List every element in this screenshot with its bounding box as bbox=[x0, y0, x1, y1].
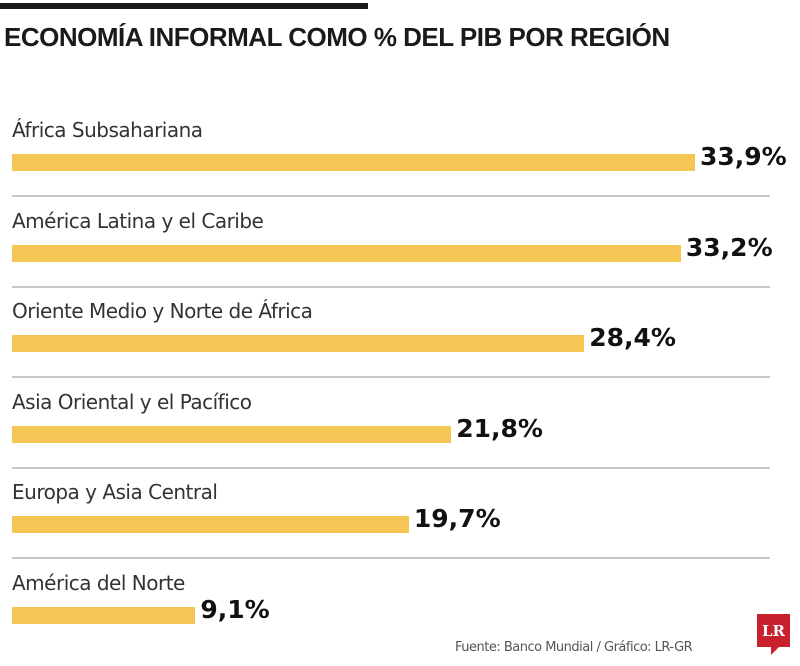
bar bbox=[12, 154, 695, 171]
category-label: África Subsahariana bbox=[12, 118, 203, 142]
bar-row: Europa y Asia Central 19,7% bbox=[0, 480, 800, 570]
title-rule bbox=[0, 3, 368, 9]
bar-row: Asia Oriental y el Pacífico 21,8% bbox=[0, 390, 800, 480]
bar bbox=[12, 516, 409, 533]
bar-row: América Latina y el Caribe 33,2% bbox=[0, 209, 800, 299]
row-divider bbox=[12, 466, 770, 469]
bar-row: América del Norte 9,1% bbox=[0, 571, 800, 661]
category-label: América Latina y el Caribe bbox=[12, 208, 264, 233]
row-divider bbox=[12, 557, 770, 559]
source-note: Fuente: Banco Mundial / Gráfico: LR-GR bbox=[455, 640, 693, 655]
bar-row: Oriente Medio y Norte de África 28,4% bbox=[0, 299, 800, 389]
value-label: 28,4% bbox=[589, 323, 676, 352]
bar bbox=[12, 244, 681, 262]
chart-title: ECONOMÍA INFORMAL COMO % DEL PIB POR REG… bbox=[4, 22, 670, 52]
bar-row: África Subsahariana 33,9% bbox=[0, 118, 800, 208]
category-label: Europa y Asia Central bbox=[12, 480, 218, 504]
lr-logo: LR bbox=[757, 614, 790, 655]
category-label: Oriente Medio y Norte de África bbox=[12, 299, 313, 323]
row-divider bbox=[12, 195, 770, 197]
value-label: 33,2% bbox=[685, 232, 773, 262]
bar bbox=[12, 606, 196, 624]
value-label: 9,1% bbox=[200, 594, 270, 624]
bar bbox=[12, 425, 452, 443]
row-divider bbox=[12, 376, 770, 378]
value-label: 19,7% bbox=[413, 504, 501, 533]
bar bbox=[12, 335, 585, 352]
value-label: 33,9% bbox=[700, 142, 787, 171]
category-label: Asia Oriental y el Pacífico bbox=[12, 389, 252, 414]
category-label: América del Norte bbox=[12, 570, 185, 595]
row-divider bbox=[12, 285, 770, 288]
value-label: 21,8% bbox=[456, 413, 543, 443]
